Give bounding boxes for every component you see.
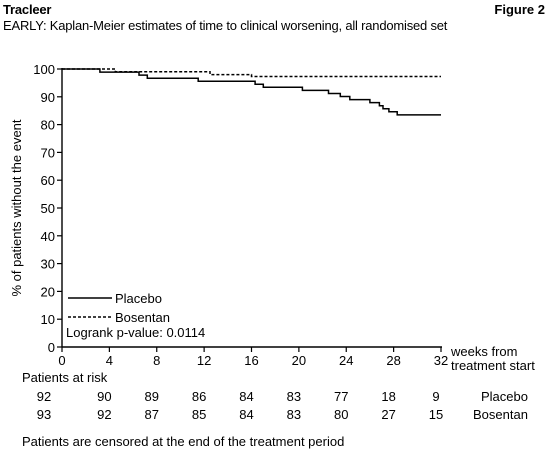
risk-cell: 27 <box>381 407 396 422</box>
x-tick-label: 8 <box>153 353 160 368</box>
x-tick-label: 12 <box>197 353 211 368</box>
risk-cell: 84 <box>239 389 254 404</box>
figure-number: Figure 2 <box>494 2 545 17</box>
risk-cell: 86 <box>191 389 207 404</box>
risk-cell: 15 <box>428 407 444 422</box>
risk-cell: 93 <box>36 407 52 422</box>
x-axis-label-line1: weeks from <box>451 344 518 359</box>
y-tick-label: 60 <box>41 173 55 188</box>
y-tick-label: 20 <box>41 284 55 299</box>
x-tick-label: 16 <box>244 353 258 368</box>
risk-cell: 80 <box>334 407 349 422</box>
series-line-bosentan <box>62 68 441 78</box>
series-line-placebo <box>62 68 441 116</box>
risk-cell: 90 <box>97 389 112 404</box>
y-tick-label: 0 <box>48 340 55 355</box>
risk-cell: 92 <box>97 407 112 422</box>
x-tick-label: 28 <box>386 353 400 368</box>
risk-cell: 9 <box>432 389 440 404</box>
y-tick-label: 50 <box>41 201 55 216</box>
chart-axes: 0 10 20 30 40 50 60 70 80 90 100 0 4 8 12 16 20 24 28 32 <box>33 62 448 368</box>
chart-series <box>62 68 441 116</box>
y-tick-label: 90 <box>41 90 55 105</box>
y-tick-label: 70 <box>41 145 55 160</box>
risk-table-title: Patients at risk <box>22 370 108 385</box>
x-tick-label: 4 <box>106 353 113 368</box>
x-tick-label: 0 <box>58 353 65 368</box>
legend-label-bosentan: Bosentan <box>115 310 170 325</box>
risk-cell: 77 <box>334 389 349 404</box>
x-axis-label-line2: treatment start <box>451 358 535 373</box>
risk-row-label-bosentan: Bosentan <box>473 407 528 422</box>
risk-cell: 83 <box>286 389 302 404</box>
risk-cell: 92 <box>36 389 52 404</box>
risk-cell: 83 <box>286 407 302 422</box>
risk-cell: 87 <box>144 407 159 422</box>
x-tick-label: 32 <box>434 353 448 368</box>
x-tick-label: 20 <box>292 353 306 368</box>
chart-legend: Placebo Bosentan <box>68 291 170 325</box>
y-tick-label: 40 <box>41 229 55 244</box>
y-tick-label: 100 <box>33 62 55 77</box>
risk-cell: 84 <box>239 407 254 422</box>
y-tick-label: 80 <box>41 118 55 133</box>
brand-title: Tracleer <box>3 2 52 17</box>
footnote: Patients are censored at the end of the … <box>22 434 345 449</box>
y-axis-label: % of patients without the event <box>9 119 24 296</box>
risk-cell: 18 <box>381 389 396 404</box>
y-tick-label: 30 <box>41 257 55 272</box>
chart-title: EARLY: Kaplan-Meier estimates of time to… <box>3 18 448 33</box>
x-axis-label: weeks from treatment start <box>451 345 535 373</box>
x-tick-label: 24 <box>339 353 353 368</box>
risk-row-label-placebo: Placebo <box>481 389 528 404</box>
logrank-annotation: Logrank p-value: 0.0114 <box>66 325 205 340</box>
legend-label-placebo: Placebo <box>115 291 162 306</box>
y-tick-label: 10 <box>41 312 55 327</box>
risk-cell: 85 <box>191 407 207 422</box>
risk-cell: 89 <box>144 389 159 404</box>
